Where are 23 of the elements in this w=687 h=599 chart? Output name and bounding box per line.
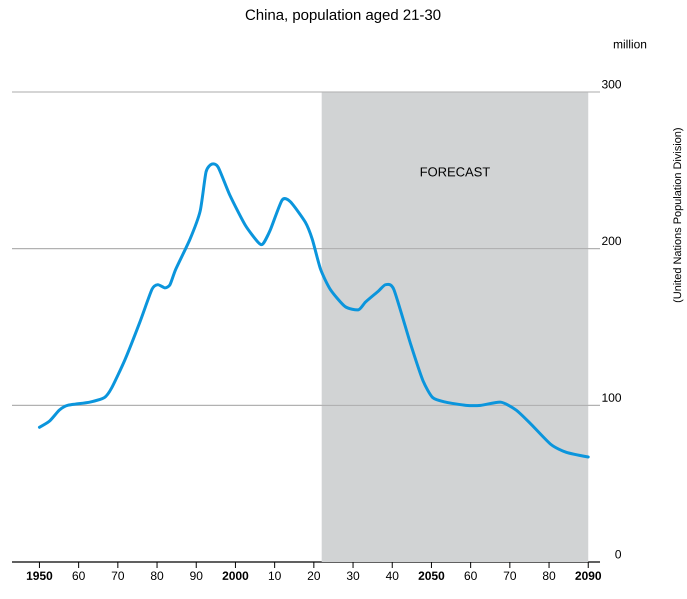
y-tick-label: 100	[602, 393, 622, 402]
x-tick-label: 20	[308, 572, 320, 580]
x-tick-label: 1950	[26, 572, 52, 580]
x-tick-label: 70	[112, 572, 124, 580]
x-tick-label: 30	[346, 572, 360, 580]
x-tick-label: 90	[190, 572, 202, 580]
x-tick-label: 80	[542, 572, 556, 580]
y-tick-label: 200	[602, 236, 622, 246]
y-axis-title: million	[614, 40, 646, 48]
x-tick-label: 10	[268, 572, 281, 580]
x-tick-label: 80	[150, 572, 164, 580]
x-tick-label: 70	[504, 572, 516, 580]
x-tick-label: 2000	[222, 572, 248, 580]
chart-title: China, population aged 21-30	[246, 9, 440, 23]
x-tick-label: 60	[464, 572, 477, 580]
x-tick-label: 60	[72, 572, 85, 580]
text: (United Nations Population Division)	[673, 128, 684, 302]
x-tick-label: 2090	[575, 572, 602, 580]
x-tick-label: 40	[386, 572, 398, 580]
y-tick-label: 300	[602, 80, 622, 88]
band-label: FORECAST	[420, 167, 490, 176]
y-tick-label: 0	[615, 550, 622, 558]
x-tick-label: 2050	[418, 572, 444, 580]
